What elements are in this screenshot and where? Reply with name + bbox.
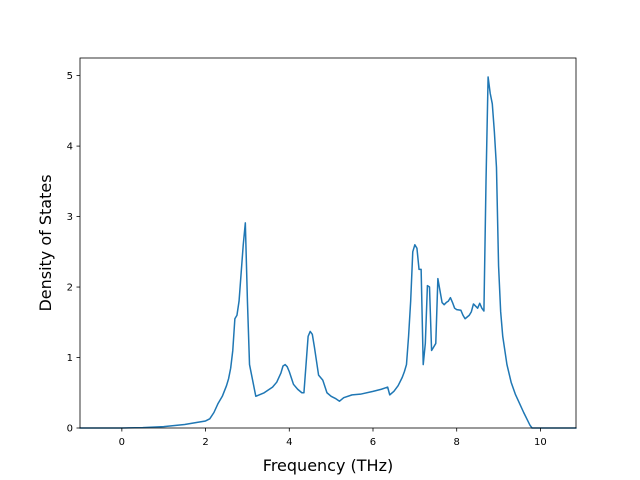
x-tick-label: 10 (534, 437, 547, 448)
x-axis-label: Frequency (THz) (263, 456, 393, 475)
x-tick-label: 0 (119, 437, 125, 448)
y-tick-label: 3 (67, 212, 73, 223)
y-tick-label: 0 (67, 424, 73, 435)
x-tick-label: 4 (286, 437, 292, 448)
x-tick-label: 2 (202, 437, 208, 448)
y-axis-label: Density of States (36, 174, 55, 311)
plot-area (79, 57, 577, 429)
y-axis-ticks: 0 1 2 3 4 5 (67, 71, 80, 435)
dos-series-line (79, 76, 577, 429)
x-tick-label: 6 (370, 437, 376, 448)
x-tick-label: 8 (454, 437, 460, 448)
x-axis-ticks: 0 2 4 6 8 10 (119, 428, 547, 448)
y-tick-label: 4 (67, 142, 73, 153)
axes-background (80, 58, 576, 428)
y-tick-label: 1 (67, 353, 73, 364)
y-tick-label: 5 (67, 71, 73, 82)
y-tick-label: 2 (67, 283, 73, 294)
axes-frame (79, 57, 577, 429)
